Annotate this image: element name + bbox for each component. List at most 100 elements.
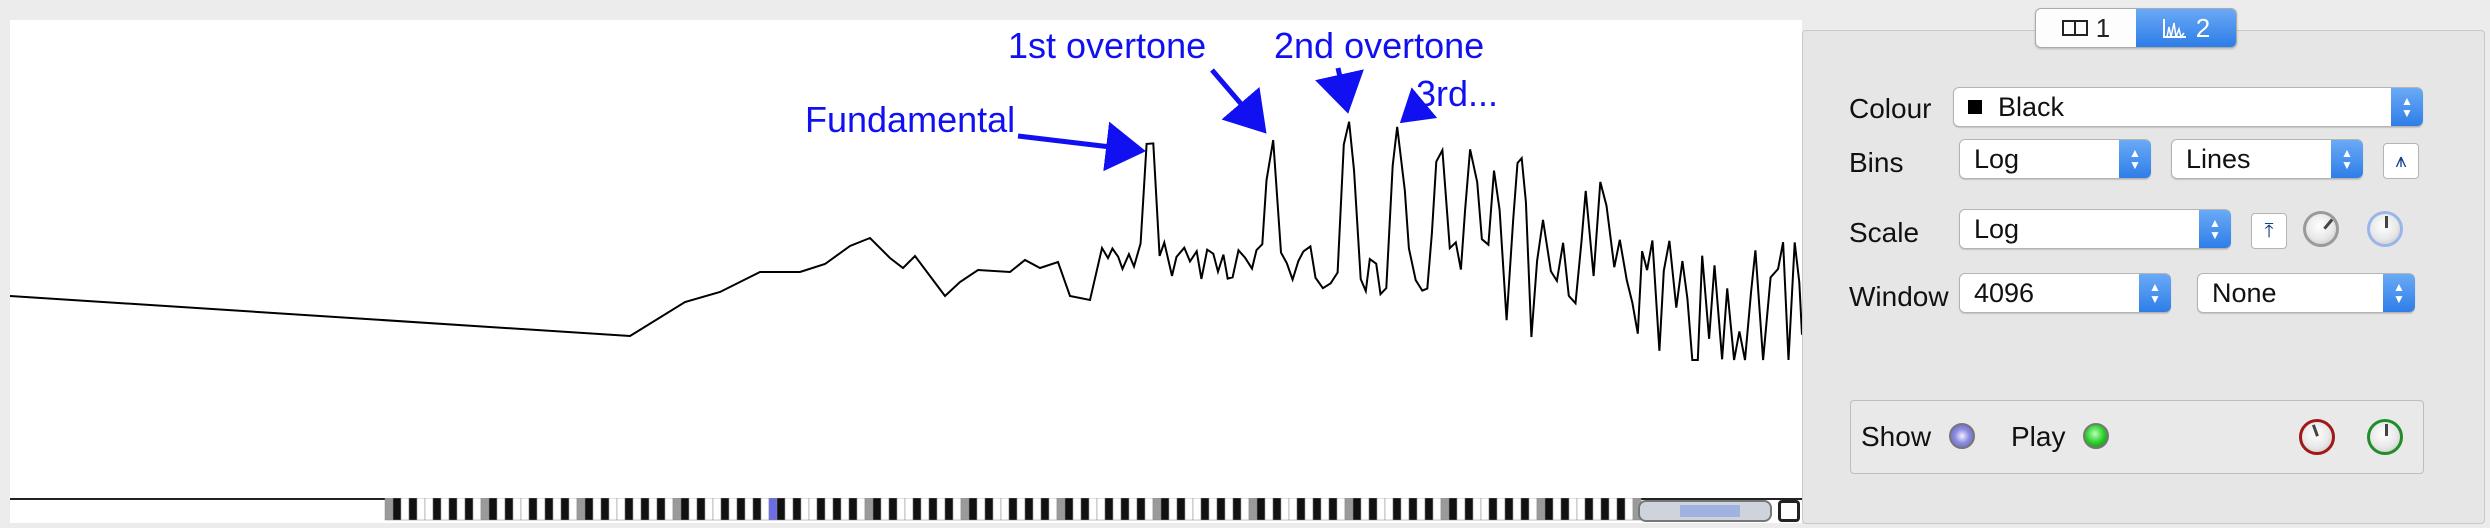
piano-key: [928, 498, 938, 521]
piano-key: [1088, 498, 1098, 521]
piano-key: [1384, 498, 1394, 521]
playback-gain-knob[interactable]: [2299, 419, 2335, 455]
piano-key: [1008, 498, 1018, 521]
piano-key: [1600, 498, 1610, 521]
chevron-updown-icon: ▲ ▼: [2199, 210, 2231, 248]
piano-key: [672, 498, 682, 521]
piano-key: [1528, 498, 1538, 521]
playback-pan-knob[interactable]: [2367, 419, 2403, 455]
piano-key: [1128, 498, 1138, 521]
piano-key: [1376, 498, 1386, 521]
piano-key: [1552, 498, 1562, 521]
scale-dropdown[interactable]: Log ▲ ▼: [1959, 209, 2231, 249]
piano-key: [1168, 498, 1178, 521]
piano-key: [1064, 498, 1074, 521]
zoom-scrollbar[interactable]: [1638, 500, 1772, 522]
piano-key: [888, 498, 898, 521]
play-label: Play: [2011, 421, 2066, 452]
chevron-updown-icon: ▲ ▼: [2139, 274, 2171, 312]
tab-1[interactable]: 1: [2036, 9, 2136, 47]
piano-key: [976, 498, 986, 521]
piano-key: [824, 498, 834, 521]
piano-key: [1136, 498, 1146, 521]
piano-key: [560, 498, 570, 521]
piano-keyboard-strip[interactable]: [10, 498, 1802, 523]
piano-key: [1144, 498, 1154, 521]
normalize-icon[interactable]: ⤒: [2251, 213, 2287, 249]
piano-key: [1560, 498, 1570, 521]
show-label: Show: [1861, 421, 1932, 452]
zoom-scrollbar-thumb[interactable]: [1680, 505, 1740, 517]
piano-key: [1608, 498, 1618, 521]
piano-key: [1216, 498, 1226, 521]
piano-key: [1192, 498, 1202, 521]
piano-key: [704, 498, 714, 521]
colour-label: Colour: [1849, 93, 1932, 124]
chevron-updown-icon: ▲ ▼: [2331, 140, 2363, 178]
piano-key: [1456, 498, 1466, 521]
pane-tab-bar: 1 2: [2035, 8, 2237, 48]
piano-key: [1304, 498, 1314, 521]
bins-label: Bins: [1849, 147, 1904, 178]
piano-key: [1112, 498, 1122, 521]
piano-key: [712, 498, 722, 521]
piano-key: [1568, 498, 1578, 521]
bins-mode-dropdown[interactable]: Lines ▲ ▼: [2171, 139, 2363, 179]
gain-knob[interactable]: [2303, 211, 2339, 247]
piano-key: [504, 498, 514, 521]
piano-key: [1232, 498, 1242, 521]
colour-value: Black: [1998, 91, 2065, 122]
piano-key: [424, 498, 434, 521]
fundamental-arrow: [1017, 121, 1146, 172]
piano-key: [632, 498, 642, 521]
window-size-dropdown[interactable]: 4096 ▲ ▼: [1959, 273, 2171, 313]
piano-key: [952, 498, 962, 521]
piano-key: [1512, 498, 1522, 521]
show-toggle[interactable]: [1949, 423, 1975, 449]
piano-key: [496, 498, 506, 521]
piano-key: [1176, 498, 1186, 521]
piano-key: [544, 498, 554, 521]
piano-key: [400, 498, 410, 521]
piano-key: [1000, 498, 1010, 521]
piano-key: [864, 498, 874, 521]
tab-2[interactable]: 2: [2136, 9, 2236, 47]
offset-knob[interactable]: [2367, 211, 2403, 247]
piano-key: [432, 498, 442, 521]
piano-key: [856, 498, 866, 521]
play-toggle[interactable]: [2083, 423, 2109, 449]
zoom-reset-button[interactable]: [1778, 500, 1800, 522]
bins-mode-value: Lines: [2186, 143, 2251, 174]
piano-key: [1624, 498, 1634, 521]
third-overtone-label: 3rd...: [1416, 73, 1499, 114]
piano-key: [1152, 498, 1162, 521]
piano-key: [1592, 498, 1602, 521]
bins-dropdown[interactable]: Log ▲ ▼: [1959, 139, 2151, 179]
tab-1-label: 1: [2095, 12, 2111, 43]
piano-key: [1584, 498, 1594, 521]
piano-key: [392, 498, 402, 521]
window-type-dropdown[interactable]: None ▲ ▼: [2197, 273, 2415, 313]
peak-lines-icon[interactable]: ⩚: [2383, 143, 2419, 179]
piano-key: [1440, 498, 1450, 521]
piano-key: [1408, 498, 1418, 521]
piano-key: [1312, 498, 1322, 521]
piano-key: [528, 498, 538, 521]
colour-dropdown[interactable]: Black ▲ ▼: [1953, 87, 2423, 127]
piano-key: [1200, 498, 1210, 521]
third-overtone-arrow: [1399, 87, 1438, 124]
piano-key: [1208, 498, 1218, 521]
spectrum-view[interactable]: Fundamental 1st overtone 2nd overtone 3r…: [10, 20, 1802, 523]
window-label: Window: [1849, 281, 1949, 312]
second-overtone-label: 2nd overtone: [1274, 25, 1485, 66]
first-overtone-arrow: [1210, 68, 1267, 134]
piano-key: [992, 498, 1002, 521]
piano-key: [384, 498, 394, 521]
piano-key: [1368, 498, 1378, 521]
piano-key: [624, 498, 634, 521]
piano-key: [656, 498, 666, 521]
piano-key: [1360, 498, 1370, 521]
piano-key: [1576, 498, 1586, 521]
piano-key: [1256, 498, 1266, 521]
piano-key: [1072, 498, 1082, 521]
